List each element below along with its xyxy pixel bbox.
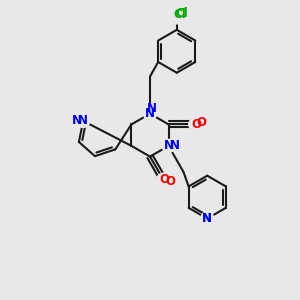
Circle shape	[168, 6, 186, 24]
Text: N: N	[164, 140, 174, 152]
Text: N: N	[202, 212, 212, 225]
Text: N: N	[72, 114, 82, 128]
Text: N: N	[78, 114, 88, 128]
Text: N: N	[145, 107, 155, 120]
Circle shape	[77, 114, 90, 128]
Circle shape	[201, 212, 214, 225]
Text: O: O	[197, 116, 207, 129]
Circle shape	[157, 173, 170, 186]
Text: N: N	[170, 140, 180, 152]
Circle shape	[143, 107, 157, 120]
Text: N: N	[146, 102, 157, 115]
Text: Cl: Cl	[173, 8, 186, 22]
Circle shape	[189, 118, 202, 131]
Text: O: O	[192, 118, 202, 131]
Text: N: N	[202, 212, 212, 225]
Text: O: O	[165, 175, 175, 188]
Text: O: O	[160, 173, 170, 186]
Text: Cl: Cl	[176, 7, 188, 20]
Circle shape	[162, 139, 175, 152]
